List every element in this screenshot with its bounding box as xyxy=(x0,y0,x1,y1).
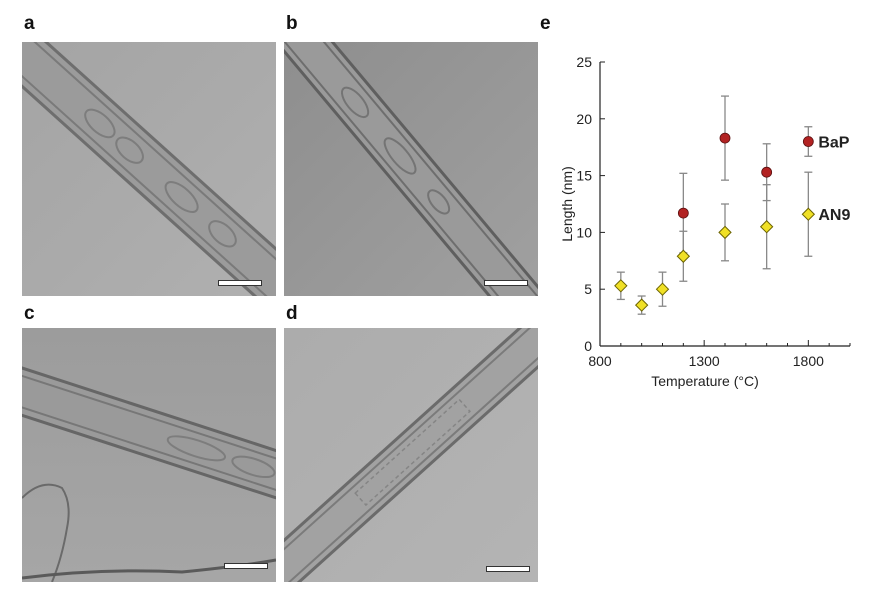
y-tick-label: 10 xyxy=(576,224,592,240)
x-tick-label: 1300 xyxy=(689,353,720,369)
y-tick-label: 0 xyxy=(584,338,592,354)
an9-point xyxy=(676,249,691,263)
scale-bar-b xyxy=(484,280,528,286)
legend-an9: AN9 xyxy=(818,207,850,224)
bap-point xyxy=(802,136,814,147)
tem-image-d xyxy=(284,328,538,582)
panel-label-a: a xyxy=(24,13,35,34)
length-vs-temperature-chart: 0 5 10 15 20 25 800 1300 1800 BaP AN9 Temperature… xyxy=(560,54,851,389)
scale-bar-d xyxy=(486,566,530,572)
panel-label-d: d xyxy=(286,303,298,324)
bap-point xyxy=(677,207,689,219)
y-tick-label: 5 xyxy=(584,281,592,297)
tem-image-a xyxy=(22,42,276,296)
y-tick-label: 15 xyxy=(576,168,592,184)
tem-image-c xyxy=(22,328,276,582)
legend-bap: BaP xyxy=(818,135,849,152)
panel-label-c: c xyxy=(24,303,35,324)
an9-point xyxy=(634,298,649,312)
an9-point xyxy=(655,282,670,296)
y-axis-label: Length (nm) xyxy=(560,166,575,241)
x-tick-label: 800 xyxy=(588,353,612,369)
y-tick-label: 25 xyxy=(576,54,592,70)
bap-point xyxy=(761,166,773,178)
panel-label-b: b xyxy=(286,13,298,34)
an9-point xyxy=(614,279,628,293)
an9-point xyxy=(801,207,816,221)
an9-point xyxy=(759,220,774,234)
x-axis-label: Temperature (°C) xyxy=(651,373,759,389)
bap-point xyxy=(719,132,731,144)
x-tick-label: 1800 xyxy=(793,353,824,369)
scale-bar-c xyxy=(224,563,268,569)
tem-image-b xyxy=(284,42,538,296)
an9-point xyxy=(718,225,732,240)
scale-bar-a xyxy=(218,280,262,286)
panel-label-e: e xyxy=(540,13,551,34)
y-tick-label: 20 xyxy=(576,111,592,127)
